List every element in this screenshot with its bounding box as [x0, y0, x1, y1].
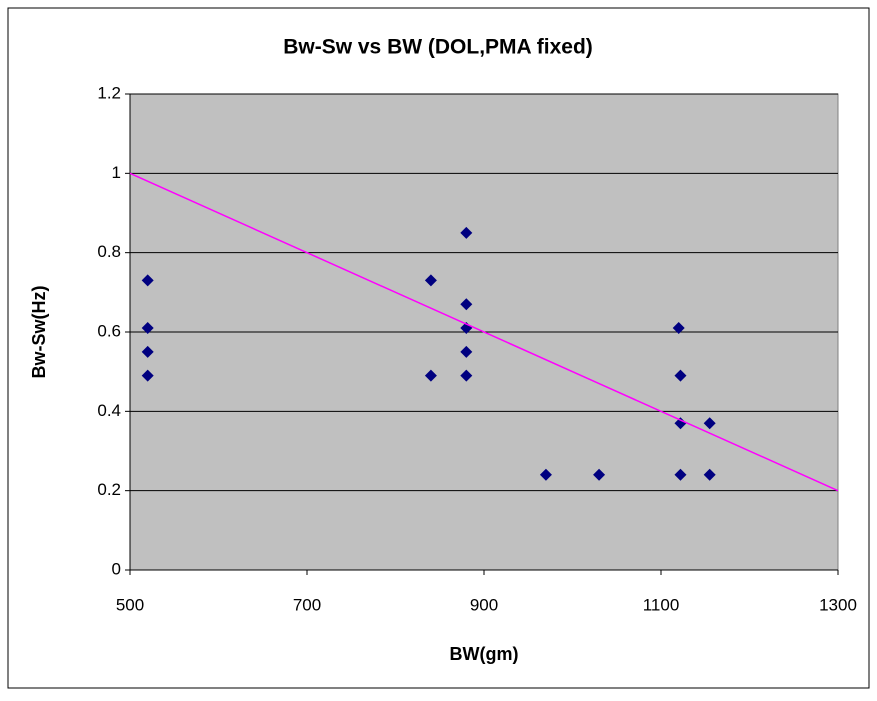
- x-tick-label: 1300: [819, 595, 857, 614]
- y-axis-label: Bw-Sw(Hz): [29, 286, 49, 379]
- scatter-point: [424, 274, 437, 287]
- scatter-point: [141, 322, 154, 335]
- y-tick-label: 0.6: [97, 321, 121, 340]
- scatter-point: [141, 274, 154, 287]
- y-tick-label: 0.4: [97, 401, 121, 420]
- scatter-point: [674, 369, 687, 382]
- scatter-point: [672, 322, 685, 335]
- trend-line: [129, 172, 839, 492]
- scatter-point: [424, 369, 437, 382]
- scatter-point: [674, 468, 687, 481]
- y-tick-label: 0.2: [97, 480, 121, 499]
- scatter-point: [703, 417, 716, 430]
- scatter-point: [460, 226, 473, 239]
- scatter-point: [460, 369, 473, 382]
- scatter-point: [460, 298, 473, 311]
- scatter-point: [674, 417, 687, 430]
- y-tick-label: 1.2: [97, 83, 121, 102]
- y-tick-label: 0.8: [97, 242, 121, 261]
- x-axis-label: BW(gm): [450, 644, 519, 664]
- scatter-point: [141, 345, 154, 358]
- scatter-point: [460, 345, 473, 358]
- x-tick-label: 700: [293, 595, 321, 614]
- scatter-point: [141, 369, 154, 382]
- y-tick-label: 0: [112, 559, 121, 578]
- scatter-point: [593, 468, 606, 481]
- x-tick-label: 900: [470, 595, 498, 614]
- y-tick-label: 1: [112, 163, 121, 182]
- x-tick-label: 500: [116, 595, 144, 614]
- scatter-point: [539, 468, 552, 481]
- x-tick-label: 1100: [643, 595, 680, 614]
- chart-title: Bw-Sw vs BW (DOL,PMA fixed): [283, 36, 593, 59]
- scatter-point: [703, 468, 716, 481]
